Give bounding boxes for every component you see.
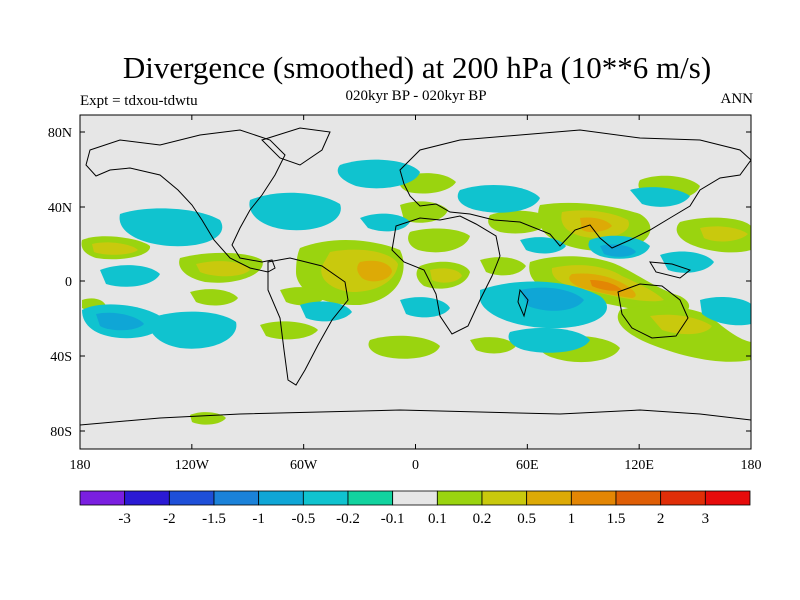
negative-patch (508, 327, 590, 353)
plot-title: Divergence (smoothed) at 200 hPa (10**6 … (122, 50, 712, 85)
coastline (85, 129, 286, 273)
positive-patch (470, 337, 516, 354)
colorbar: -3 -2 -1.5 -1 -0.5 -0.2 -0.1 0.1 0.2 0.5 1 1.5 2 3 (79, 490, 751, 527)
colorbar-label: -1.5 (202, 511, 226, 527)
negative-patch (360, 213, 410, 232)
coastline (267, 257, 349, 386)
divergence-field (81, 159, 751, 425)
colorbar-label: -3 (118, 511, 131, 527)
colorbar-label: 0.5 (517, 511, 536, 527)
map-background (80, 115, 751, 449)
coastlines (80, 127, 751, 426)
negative-patch (249, 192, 341, 231)
positive-patch (580, 217, 612, 233)
coastline (649, 261, 692, 279)
colorbar-label: -2 (163, 511, 176, 527)
colorbar-swatch (213, 490, 260, 506)
negative-patch (520, 237, 566, 254)
negative-patch (337, 159, 420, 189)
colorbar-swatch (124, 490, 170, 506)
positive-patch (368, 335, 440, 359)
colorbar-label: -0.2 (336, 511, 360, 527)
coastline (261, 127, 331, 166)
coastline (517, 288, 529, 318)
y-tick-label: 80S (50, 425, 72, 440)
plot-subtitle: 020kyr BP - 020kyr BP (345, 88, 487, 104)
positive-patch (590, 280, 622, 291)
positive-patch (196, 261, 250, 277)
colorbar-swatch (660, 490, 706, 506)
positive-patch (400, 201, 448, 223)
negative-patch (660, 251, 714, 273)
colorbar-swatch (481, 490, 528, 506)
y-tick-label: 80N (48, 126, 72, 141)
coastline (391, 215, 501, 335)
season-label: ANN (720, 91, 754, 107)
colorbar-swatch (570, 490, 617, 506)
colorbar-swatch (168, 490, 215, 506)
coastline (399, 129, 751, 249)
x-axis: 180 120W 60W 0 60E 120E 180 (70, 115, 762, 473)
colorbar-swatch (79, 490, 126, 506)
x-tick-label: 120E (624, 458, 654, 473)
colorbar-swatch (704, 490, 751, 506)
x-tick-label: 60W (290, 458, 318, 473)
colorbar-label: 1 (568, 511, 576, 527)
positive-patch (260, 321, 318, 340)
colorbar-label: -0.1 (381, 511, 405, 527)
negative-patch (119, 208, 223, 247)
colorbar-label: -0.5 (291, 511, 315, 527)
y-axis: 80N 40N 0 40S 80S (48, 126, 751, 440)
colorbar-label: 1.5 (607, 511, 626, 527)
positive-patch (190, 289, 238, 306)
experiment-label: Expt = tdxou-tdwtu (80, 93, 198, 109)
x-tick-label: 60E (516, 458, 539, 473)
colorbar-label: 0.1 (428, 511, 447, 527)
colorbar-label: 0.2 (473, 511, 492, 527)
positive-patch (92, 242, 138, 255)
colorbar-label: 3 (702, 511, 710, 527)
negative-patch (600, 244, 636, 257)
negative-patch (700, 297, 751, 326)
negative-patch (149, 311, 237, 349)
negative-patch (300, 301, 352, 322)
positive-patch (430, 268, 462, 283)
negative-patch (457, 184, 540, 213)
y-tick-label: 0 (65, 275, 72, 290)
colorbar-swatch (347, 490, 394, 506)
colorbar-swatch (615, 490, 662, 506)
positive-patch (650, 314, 712, 335)
negative-patch (100, 265, 160, 287)
colorbar-label: 2 (657, 511, 665, 527)
coastline (80, 409, 751, 426)
positive-patch (480, 257, 526, 276)
positive-patch (357, 260, 392, 282)
colorbar-swatch (302, 490, 349, 506)
y-tick-label: 40S (50, 350, 72, 365)
positive-patch (280, 287, 326, 306)
colorbar-label: -1 (252, 511, 265, 527)
negative-patch (520, 287, 584, 311)
colorbar-swatch (392, 490, 438, 506)
x-tick-label: 120W (175, 458, 210, 473)
colorbar-swatch (436, 490, 483, 506)
coastline (617, 283, 689, 339)
y-tick-label: 40N (48, 201, 72, 216)
colorbar-swatch (258, 490, 304, 506)
positive-patch (408, 228, 470, 253)
x-tick-label: 0 (412, 458, 419, 473)
colorbar-swatch (526, 490, 572, 506)
positive-patch (700, 226, 748, 242)
x-tick-label: 180 (741, 458, 762, 473)
x-tick-label: 180 (70, 458, 91, 473)
negative-patch (96, 312, 144, 331)
negative-patch (630, 187, 690, 207)
